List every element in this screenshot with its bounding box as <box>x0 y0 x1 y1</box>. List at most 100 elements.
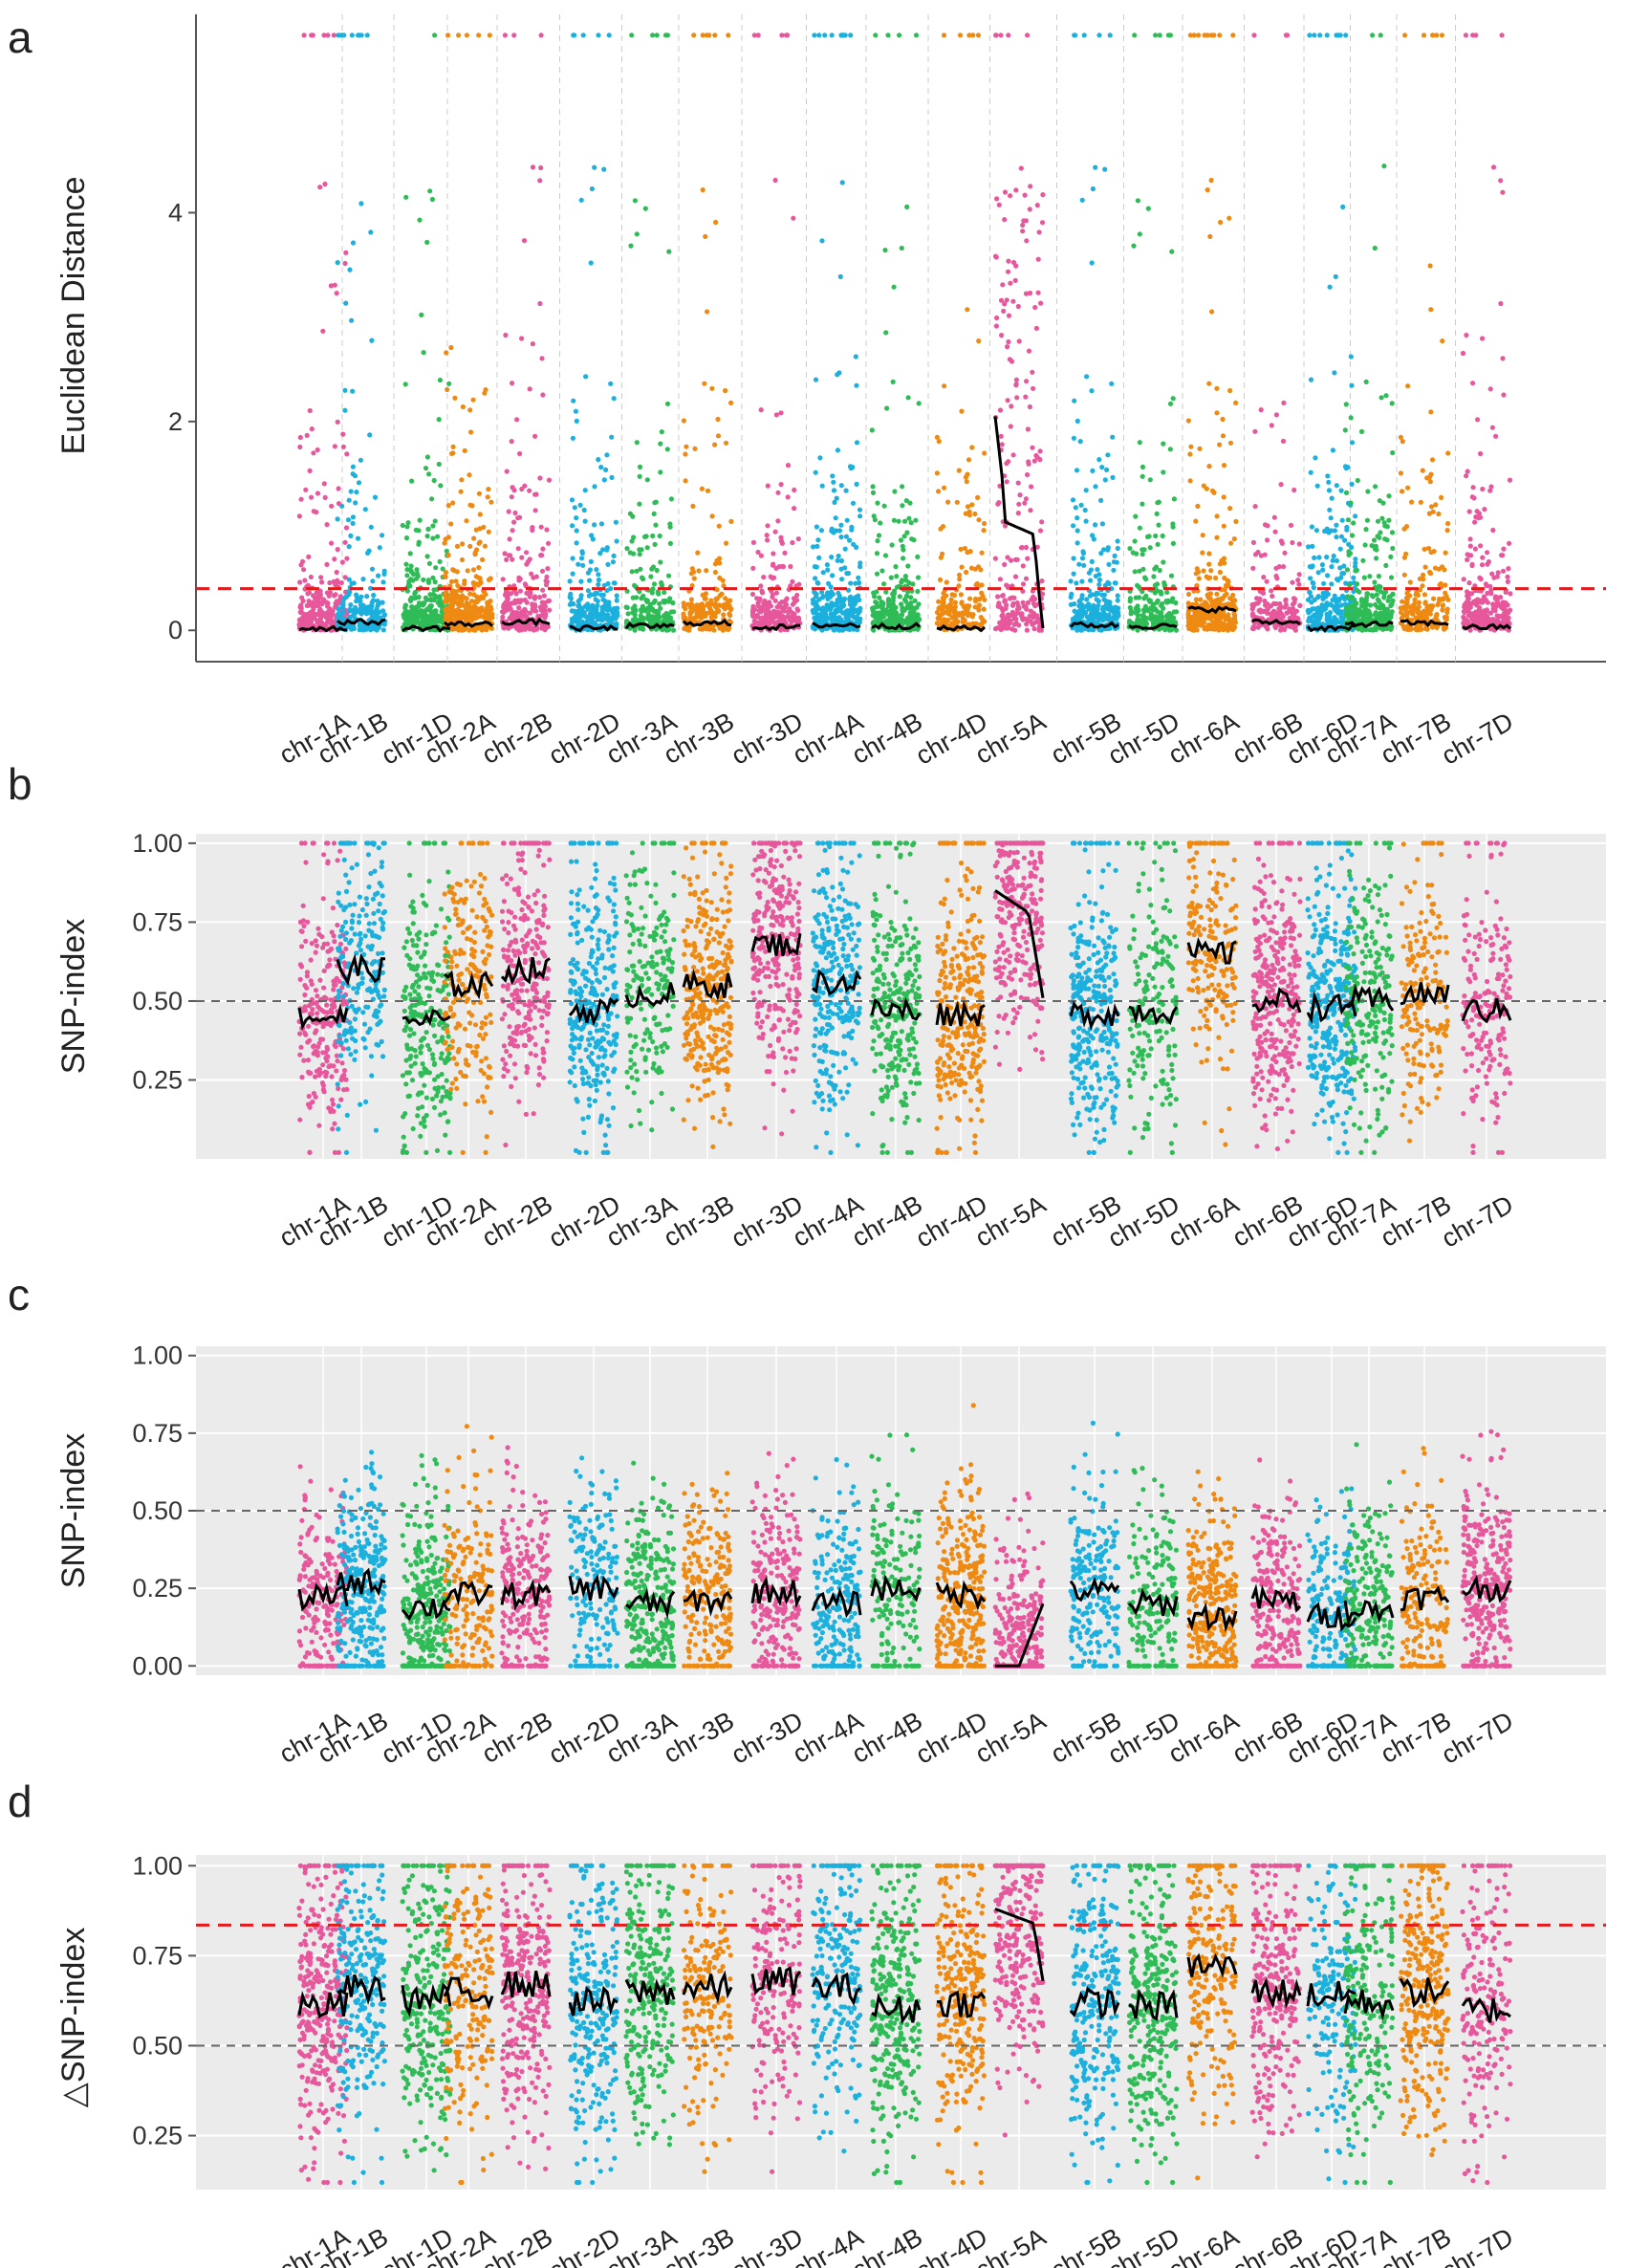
data-point-chr-2B <box>510 494 514 499</box>
data-point-chr-2D <box>569 596 574 600</box>
data-point-chr-3D <box>792 596 796 600</box>
data-point-chr-2D <box>603 468 608 472</box>
y-tick-label: 0 <box>168 616 183 644</box>
data-point-chr-4A <box>847 597 852 601</box>
data-point-chr-2B <box>540 392 545 397</box>
data-point-chr-3B <box>727 613 732 618</box>
data-point-chr-2D <box>592 522 597 527</box>
data-point-chr-1B <box>347 498 352 503</box>
data-point-chr-2B <box>517 600 522 604</box>
data-point-chr-2D <box>583 488 588 492</box>
data-point-chr-1B <box>336 260 340 265</box>
data-point-chr-1D <box>427 561 432 566</box>
data-point-chr-2A <box>446 503 451 508</box>
data-point-chr-1A <box>300 559 305 564</box>
data-point-chr-2D <box>604 548 609 553</box>
data-point-chr-4B <box>894 574 899 578</box>
data-point-chr-4B <box>901 619 905 623</box>
data-point-chr-3B <box>728 606 733 611</box>
data-point-chr-1A <box>305 433 310 438</box>
data-point-chr-3A <box>640 604 645 609</box>
y-tick-label: 4 <box>168 198 183 227</box>
data-point-chr-2A <box>474 547 479 552</box>
data-point-chr-2B <box>547 608 552 613</box>
data-point-chr-3A <box>640 577 645 581</box>
data-point-chr-2D <box>583 374 588 379</box>
data-point-chr-4A <box>837 607 842 612</box>
data-point-chr-2D <box>601 167 606 172</box>
data-point-chr-2A <box>475 600 480 604</box>
data-point-chr-1A <box>308 408 313 413</box>
data-point-chr-1D <box>406 579 411 584</box>
data-point-chr-1B <box>354 490 358 494</box>
data-point-chr-3B <box>701 33 705 37</box>
data-point-chr-4B <box>881 581 886 586</box>
data-point-chr-2D <box>570 497 575 502</box>
data-point-chr-4A <box>811 598 815 602</box>
data-point-chr-1B <box>349 318 354 323</box>
data-point-chr-3A <box>639 609 643 614</box>
data-point-chr-1B <box>382 569 387 574</box>
data-point-chr-2B <box>539 525 544 530</box>
data-point-chr-1A <box>339 580 344 585</box>
data-point-chr-1A <box>301 567 306 572</box>
data-point-chr-2A <box>460 628 465 633</box>
data-point-chr-3A <box>634 595 639 600</box>
data-point-chr-2D <box>571 399 575 403</box>
data-point-chr-4B <box>896 620 901 624</box>
data-point-chr-1A <box>341 445 346 449</box>
data-point-chr-2D <box>614 520 619 525</box>
data-point-chr-3A <box>668 541 673 546</box>
data-point-chr-4A <box>822 33 827 37</box>
data-point-chr-4A <box>814 378 818 382</box>
data-point-chr-4D <box>969 445 974 449</box>
data-point-chr-1A <box>340 559 345 564</box>
data-point-chr-3B <box>689 597 694 601</box>
data-point-chr-2B <box>518 589 523 594</box>
data-point-chr-4A <box>836 554 841 558</box>
data-point-chr-3B <box>695 551 700 556</box>
data-point-chr-2D <box>592 614 597 619</box>
data-point-chr-1B <box>348 534 353 538</box>
data-point-chr-2A <box>469 503 474 508</box>
data-point-chr-2A <box>471 581 476 586</box>
data-point-chr-3A <box>658 534 662 538</box>
data-point-chr-1D <box>413 590 418 595</box>
data-point-chr-1D <box>424 240 429 245</box>
data-point-chr-1B <box>380 533 384 537</box>
data-point-chr-3D <box>796 536 801 541</box>
data-point-chr-2A <box>448 345 453 350</box>
data-point-chr-1A <box>332 556 336 561</box>
data-point-chr-3B <box>713 220 718 225</box>
data-point-chr-1B <box>373 495 378 500</box>
data-point-chr-4A <box>820 605 825 610</box>
data-point-chr-2A <box>488 604 493 609</box>
data-point-chr-2B <box>514 417 519 422</box>
data-point-chr-1A <box>317 185 322 189</box>
data-point-chr-4B <box>899 537 903 542</box>
data-point-chr-3B <box>702 382 706 386</box>
data-point-chr-1B <box>349 608 354 613</box>
data-point-chr-2B <box>516 605 521 610</box>
data-point-chr-1D <box>429 496 434 501</box>
data-point-chr-2B <box>510 485 515 490</box>
data-point-chr-1A <box>322 481 327 486</box>
data-point-chr-4A <box>854 545 858 550</box>
data-point-chr-1A <box>335 570 339 575</box>
data-point-chr-1D <box>438 559 443 564</box>
data-point-chr-1B <box>341 610 346 615</box>
data-point-chr-1A <box>333 444 337 448</box>
data-point-chr-3B <box>721 628 726 633</box>
data-point-chr-2B <box>547 478 552 483</box>
data-point-chr-1B <box>339 504 344 509</box>
data-point-chr-4D <box>938 578 943 582</box>
data-point-chr-1B <box>349 489 354 493</box>
data-point-chr-1A <box>332 33 336 37</box>
data-point-chr-4B <box>871 484 876 489</box>
data-point-chr-1A <box>298 435 303 440</box>
data-point-chr-3B <box>710 513 715 518</box>
data-point-chr-1B <box>381 627 386 632</box>
data-point-chr-4A <box>843 547 848 552</box>
data-point-chr-4A <box>842 597 847 601</box>
data-point-chr-4B <box>889 576 894 580</box>
